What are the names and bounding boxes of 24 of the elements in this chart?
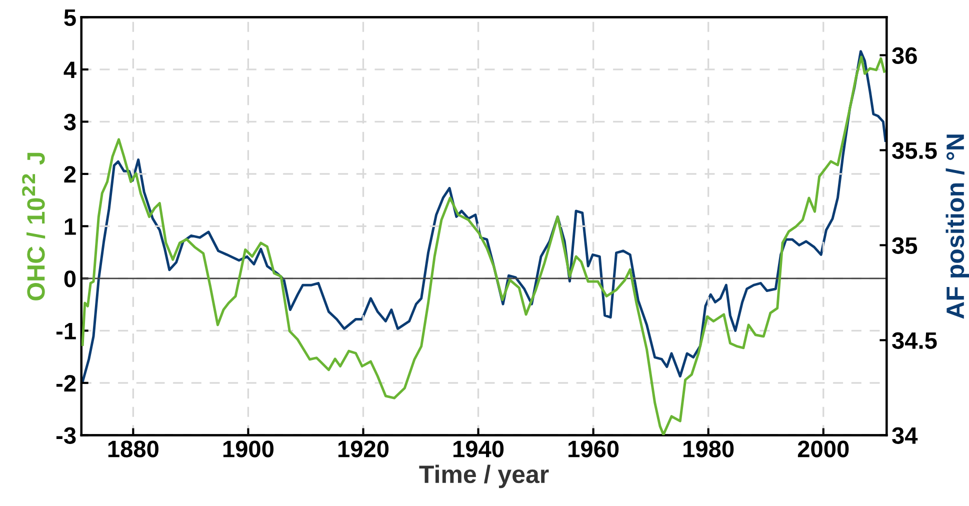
y-tick-label: 3	[64, 114, 76, 131]
y-tick-label: 5	[64, 10, 76, 26]
x-tick-label: 1980	[684, 440, 734, 458]
y-tick-label: 0	[64, 270, 76, 288]
x-tick-label: 1960	[568, 440, 619, 458]
x-tick-label: 1940	[453, 440, 504, 458]
x-axis-title: Time / year	[419, 464, 549, 488]
y2-tick-label: 34	[892, 427, 918, 444]
x-tick-label: 1880	[108, 440, 158, 458]
y-tick-label: 2	[64, 166, 76, 182]
y2-tick-label: 35	[892, 237, 918, 254]
x-tick-label: 1900	[223, 440, 274, 458]
y2-tick-label: 35.5	[892, 142, 937, 160]
y-tick-label: 1	[64, 218, 76, 235]
y-axis-title: OHC / 10$^{22}$ J	[22, 152, 46, 300]
x-tick-label: 2000	[798, 440, 849, 458]
y-tick-label: 4	[64, 62, 76, 78]
x-tick-label: 1920	[338, 440, 389, 458]
y-tick-label: -3	[56, 427, 76, 444]
y-tick-label: -1	[56, 322, 76, 340]
y-tick-label: -2	[56, 374, 76, 392]
y2-tick-label: 34.5	[892, 332, 937, 349]
y2-tick-label: 36	[892, 47, 917, 64]
y2-axis-title: AF position / °N	[946, 134, 969, 319]
